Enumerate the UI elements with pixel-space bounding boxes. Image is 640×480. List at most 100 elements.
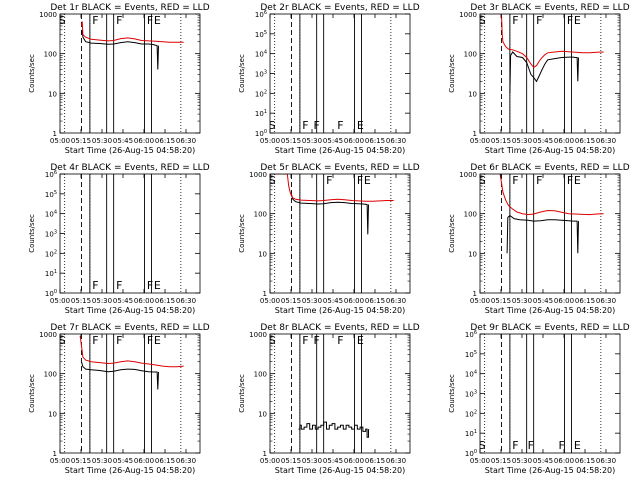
x-tick-label: 06:00 [554, 297, 574, 305]
x-axis-label: Start Time (26-Aug-15 04:58:20) [65, 466, 196, 475]
y-tick-label: 1000 [249, 331, 267, 339]
flag-label: F [357, 174, 363, 187]
x-tick-label: 05:15 [71, 457, 91, 465]
series-lld-line [501, 14, 604, 69]
x-tick-label: 05:45 [323, 137, 343, 145]
y-tick-label: 1000 [249, 171, 267, 179]
flag-label: E [357, 119, 364, 132]
flag-label: F [302, 119, 308, 132]
y-tick-label: 103 [465, 390, 477, 399]
y-tick-label: 106 [255, 10, 267, 19]
y-axis-label: Counts/sec [238, 374, 246, 413]
x-tick-label: 05:15 [281, 297, 301, 305]
y-tick-label: 10 [468, 90, 477, 98]
plot-frame [59, 173, 201, 294]
y-tick-label: 100 [254, 371, 267, 379]
y-axis-label: Counts/sec [238, 54, 246, 93]
y-tick-label: 1 [473, 130, 477, 138]
x-axis-label: Start Time (26-Aug-15 04:58:20) [275, 466, 406, 475]
x-axis-label: Start Time (26-Aug-15 04:58:20) [275, 306, 406, 315]
x-tick-label: 06:15 [155, 297, 175, 305]
series-events-line [81, 361, 159, 390]
y-tick-label: 10 [258, 250, 267, 258]
flag-label: S [479, 174, 486, 187]
flag-label: S [269, 334, 276, 347]
y-tick-label: 102 [255, 89, 267, 98]
y-tick-label: 10 [48, 410, 57, 418]
x-tick-label: 06:30 [596, 137, 616, 145]
flag-label: S [269, 119, 276, 132]
x-tick-label: 06:30 [386, 137, 406, 145]
y-tick-label: 102 [465, 409, 477, 418]
chart-title: Det 2r BLACK = Events, RED = LLD [260, 3, 419, 13]
x-tick-label: 05:30 [512, 137, 532, 145]
x-tick-label: 05:00 [470, 457, 490, 465]
flag-label: F [337, 334, 343, 347]
flag-label: F [558, 439, 564, 452]
series-events-line [506, 214, 579, 254]
x-tick-label: 06:15 [575, 457, 595, 465]
y-tick-label: 106 [45, 170, 57, 179]
y-tick-label: 10 [468, 250, 477, 258]
chart-title: Det 6r BLACK = Events, RED = LLD [470, 163, 629, 173]
chart-title: Det 9r BLACK = Events, RED = LLD [470, 323, 629, 333]
flag-label: F [116, 279, 122, 292]
y-axis-label: Counts/sec [238, 214, 246, 253]
flag-label: F [512, 14, 518, 27]
x-tick-label: 05:00 [260, 297, 280, 305]
x-tick-label: 06:00 [344, 457, 364, 465]
flag-label: E [574, 14, 581, 27]
x-tick-label: 05:15 [281, 457, 301, 465]
x-tick-label: 05:15 [491, 297, 511, 305]
x-axis-label: Start Time (26-Aug-15 04:58:20) [275, 146, 406, 155]
series-events-line [81, 29, 159, 70]
y-tick-label: 1000 [39, 11, 57, 19]
y-axis-label: Counts/sec [28, 214, 36, 253]
y-axis-label: Counts/sec [448, 374, 456, 413]
x-tick-label: 06:00 [554, 137, 574, 145]
flag-label: F [92, 279, 98, 292]
x-tick-label: 05:15 [491, 457, 511, 465]
y-tick-label: 105 [465, 350, 477, 359]
x-tick-label: 06:00 [134, 297, 154, 305]
plot-frame [59, 333, 201, 454]
x-tick-label: 06:15 [365, 297, 385, 305]
flag-label: S [59, 334, 66, 347]
x-tick-label: 06:15 [575, 137, 595, 145]
x-tick-label: 05:00 [50, 457, 70, 465]
chart-title: Det 4r BLACK = Events, RED = LLD [50, 163, 209, 173]
y-tick-label: 1000 [459, 171, 477, 179]
x-tick-label: 05:30 [302, 297, 322, 305]
y-tick-label: 101 [465, 429, 477, 438]
series-events-line [298, 421, 369, 438]
x-tick-label: 06:30 [596, 457, 616, 465]
y-tick-label: 100 [464, 211, 477, 219]
x-tick-label: 05:15 [71, 297, 91, 305]
flag-label: F [147, 14, 153, 27]
flag-label: F [92, 334, 98, 347]
chart-title: Det 7r BLACK = Events, RED = LLD [50, 323, 209, 333]
flag-label: E [154, 279, 161, 292]
y-tick-label: 104 [45, 210, 57, 219]
flag-label: F [536, 174, 542, 187]
flag-label: F [92, 14, 98, 27]
plot-frame [269, 173, 411, 294]
y-tick-label: 103 [45, 230, 57, 239]
x-tick-label: 05:45 [323, 457, 343, 465]
y-axis-label: Counts/sec [448, 54, 456, 93]
x-axis-label: Start Time (26-Aug-15 04:58:20) [485, 146, 616, 155]
series-events-line [291, 194, 369, 235]
chart-title: Det 3r BLACK = Events, RED = LLD [470, 3, 629, 13]
flag-label: F [512, 439, 518, 452]
plot-frame [479, 333, 621, 454]
flag-label: F [313, 119, 319, 132]
x-tick-label: 05:30 [92, 137, 112, 145]
